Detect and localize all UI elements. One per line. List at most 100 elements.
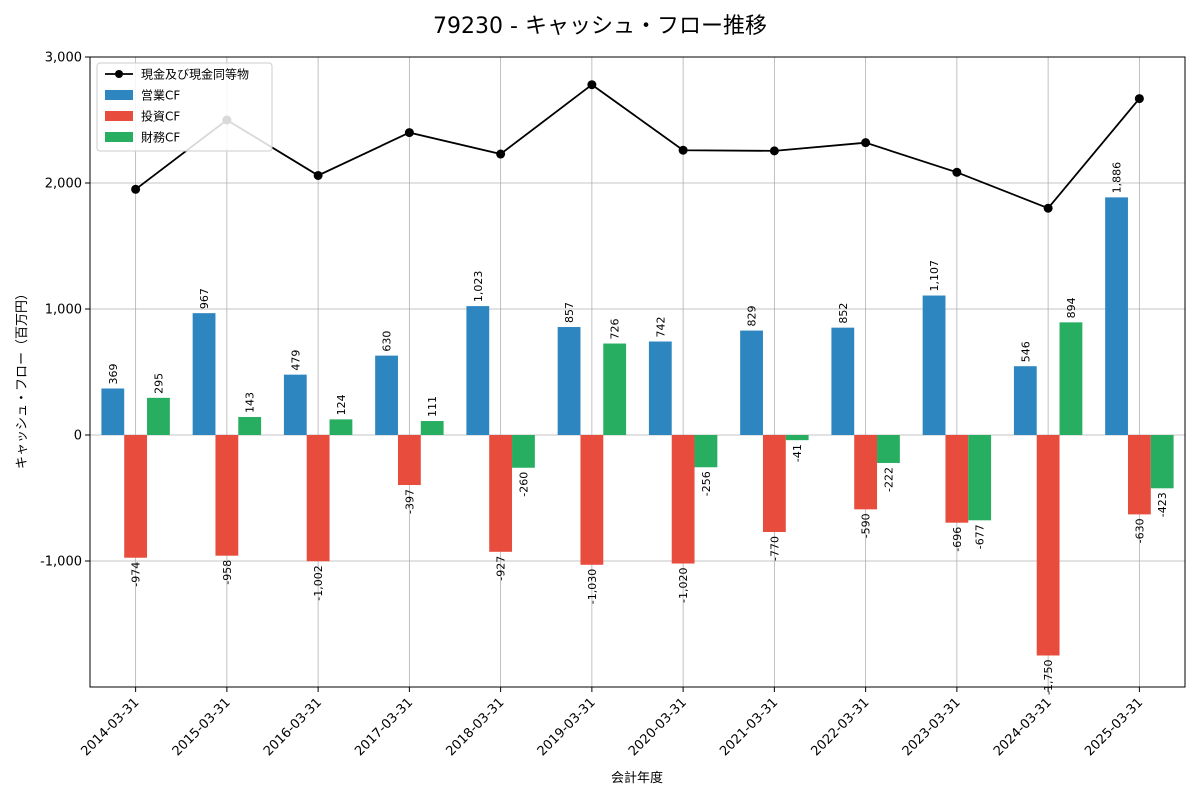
bar-value-label: -770 <box>768 536 781 561</box>
bar-value-label: -1,030 <box>586 569 599 604</box>
x-tick-label: 2019-03-31 <box>535 695 599 759</box>
bar <box>694 435 718 468</box>
bar <box>762 435 786 533</box>
legend-marker <box>115 70 123 78</box>
bar-value-label: -974 <box>130 562 143 587</box>
y-tick-label: -1,000 <box>40 555 82 570</box>
legend-bar-swatch <box>105 90 133 100</box>
bar <box>306 435 330 562</box>
bar-value-label: -397 <box>403 489 416 514</box>
bar-value-label: -1,750 <box>1042 660 1055 695</box>
bar-value-label: 1,107 <box>928 260 941 292</box>
legend-bar-swatch <box>105 111 133 121</box>
bar <box>831 327 855 435</box>
x-tick-label: 2015-03-31 <box>170 695 234 759</box>
bar <box>1150 435 1174 489</box>
bar-value-label: -696 <box>951 527 964 552</box>
cash-point <box>952 167 962 177</box>
x-tick-label: 2018-03-31 <box>443 695 507 759</box>
bar <box>671 435 695 564</box>
bar <box>968 435 992 521</box>
cash-line <box>135 83 1141 210</box>
bar-value-label: -222 <box>882 467 895 492</box>
bar-value-label: 143 <box>244 392 257 413</box>
bar <box>1105 197 1128 435</box>
bar <box>557 327 581 435</box>
bar-value-label: 894 <box>1065 297 1078 318</box>
cash-point <box>404 128 414 138</box>
bar <box>283 374 307 435</box>
x-tick-label: 2023-03-31 <box>900 695 964 759</box>
line-layer <box>131 80 1144 213</box>
bar-value-label: 295 <box>152 373 165 394</box>
bar-value-label: -677 <box>974 524 987 549</box>
bar <box>740 330 763 435</box>
bar-value-label: 111 <box>426 396 439 417</box>
bar <box>238 416 262 435</box>
cash-point <box>1134 94 1144 104</box>
legend-label: 営業CF <box>141 89 180 103</box>
cash-point <box>496 149 506 159</box>
bar <box>1127 435 1151 515</box>
y-tick-label: 2,000 <box>45 177 82 192</box>
legend-label: 投資CF <box>141 109 180 124</box>
x-tick-label: 2020-03-31 <box>626 695 690 759</box>
legend-label: 財務CF <box>141 130 180 145</box>
x-tick-label: 2017-03-31 <box>352 695 416 759</box>
bar <box>1013 366 1037 435</box>
y-tick-label: 3,000 <box>45 51 82 66</box>
bar <box>603 343 627 435</box>
bar <box>1036 435 1060 656</box>
bar-value-label: 1,886 <box>1111 162 1124 194</box>
bar-value-label: 369 <box>107 364 120 385</box>
bar <box>215 435 239 556</box>
bar-value-label: -1,020 <box>677 568 690 603</box>
bar <box>877 435 900 463</box>
bar-value-label: 829 <box>746 306 759 327</box>
cash-point <box>131 184 141 194</box>
bar <box>580 435 604 565</box>
y-axis-label: キャッシュ・フロー（百万円） <box>15 287 30 469</box>
bar <box>489 435 513 552</box>
bar-value-label: 967 <box>198 288 211 309</box>
bar-value-label: 1,023 <box>472 271 485 303</box>
bar <box>945 435 969 523</box>
bar-value-label: -1,002 <box>312 565 325 600</box>
x-axis-label: 会計年度 <box>611 770 663 786</box>
cash-point <box>313 170 323 180</box>
x-tick-label: 2014-03-31 <box>78 695 142 759</box>
x-tick-label: 2021-03-31 <box>717 695 781 759</box>
bar <box>648 341 672 435</box>
bar-value-label: -41 <box>791 444 804 462</box>
bars-layer <box>101 197 1174 656</box>
bar <box>1059 322 1083 435</box>
bar-value-label: 124 <box>335 394 348 415</box>
bar-value-label: 742 <box>654 317 667 338</box>
bar-value-label: 546 <box>1019 341 1032 362</box>
bar <box>512 435 535 468</box>
bar-value-label: -630 <box>1133 518 1146 543</box>
cash-point <box>587 80 597 90</box>
bar <box>147 397 170 435</box>
bar <box>785 435 809 441</box>
bar <box>192 313 216 435</box>
bar-value-label: 852 <box>837 303 850 324</box>
legend-label: 現金及び現金同等物 <box>141 67 249 82</box>
cash-point <box>1043 203 1053 213</box>
bar <box>329 419 353 435</box>
y-tick-label: 0 <box>74 429 82 444</box>
cash-point <box>769 146 779 156</box>
cash-point <box>678 145 688 155</box>
bar <box>101 388 125 435</box>
bar-value-label: -423 <box>1156 492 1169 517</box>
x-tick-label: 2016-03-31 <box>261 695 325 759</box>
bar-value-label: 726 <box>609 319 622 340</box>
bar <box>854 435 878 510</box>
chart-title: 79230 - キャッシュ・フロー推移 <box>433 14 767 39</box>
bar-value-label: -927 <box>495 556 508 581</box>
legend-box <box>96 62 273 152</box>
bar-value-label: -958 <box>221 560 234 585</box>
bar <box>922 295 946 435</box>
